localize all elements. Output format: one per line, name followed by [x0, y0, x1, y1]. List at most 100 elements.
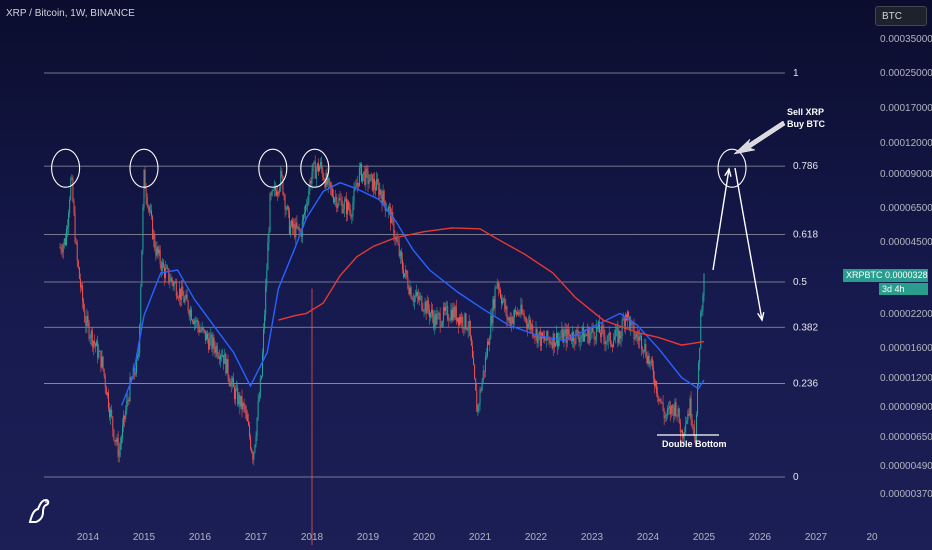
candle-body: [492, 299, 494, 324]
candle-body: [658, 396, 660, 401]
candle-body: [544, 336, 546, 341]
candle-body: [440, 325, 442, 327]
fib-retracement: 1 0.786 0.618 0.5 0.382 0.236 0: [44, 68, 818, 483]
candle-body: [71, 177, 73, 179]
candle-body: [566, 329, 568, 344]
candle-body: [193, 321, 195, 325]
candle-body: [645, 344, 647, 357]
candle-body: [384, 200, 386, 211]
y-axis: 0.00035000 0.00025000 0.00017000 0.00012000…: [880, 34, 932, 500]
candle-body: [460, 317, 462, 323]
candle-body: [282, 176, 284, 195]
candle-body: [519, 313, 521, 315]
candle-body: [191, 320, 193, 322]
candle-body: [604, 336, 606, 344]
candle-body: [129, 377, 131, 401]
candle-body: [650, 359, 652, 362]
candle-body: [468, 320, 470, 329]
candle-body: [603, 328, 605, 337]
candle-body: [81, 285, 83, 288]
candle-body: [111, 409, 113, 417]
candle-body: [123, 415, 125, 426]
candle-body: [245, 412, 247, 415]
candle-body: [275, 190, 277, 196]
candle-body: [367, 170, 369, 184]
candle-body: [516, 311, 518, 315]
candle-body: [280, 170, 282, 188]
candle-body: [436, 314, 438, 325]
y-tick-label: 0.00009000: [880, 169, 932, 180]
candle-body: [353, 189, 355, 203]
candle-body: [493, 299, 495, 309]
candle-body: [599, 321, 601, 333]
candle-body: [552, 333, 554, 349]
candle-body: [678, 408, 680, 423]
candle-body: [289, 225, 291, 234]
candle-body: [421, 296, 423, 310]
candle-body: [148, 206, 150, 211]
candle-body: [511, 317, 513, 324]
candle-body: [605, 341, 607, 344]
candle-body: [135, 358, 137, 374]
candle-body: [601, 325, 603, 337]
candle-body: [99, 350, 101, 352]
candle-body: [378, 183, 380, 196]
y-tick-label: 0.00012000: [880, 138, 932, 149]
x-axis: 2014 2015 2016 2017 2018 2019 2020 2021 2022 2023…: [77, 532, 878, 543]
candle-body: [195, 320, 197, 322]
candle-body: [370, 174, 372, 176]
candle-body: [120, 438, 122, 445]
candle-body: [673, 408, 675, 417]
candle-body: [204, 330, 206, 341]
candle-body: [579, 337, 581, 343]
candle-body: [227, 359, 229, 377]
candle-body: [237, 387, 239, 405]
candle-body: [255, 435, 257, 445]
candle-body: [676, 414, 678, 416]
candle-body: [77, 260, 79, 268]
candle-body: [422, 309, 424, 311]
candle-body: [166, 267, 168, 269]
candle-body: [283, 194, 285, 196]
candle-body: [174, 282, 176, 284]
candle-body: [407, 277, 409, 288]
currency-button[interactable]: BTC: [875, 6, 927, 26]
candle-body: [201, 327, 203, 332]
candle-body: [143, 169, 145, 208]
candle-body: [701, 310, 703, 312]
candle-body: [338, 198, 340, 205]
candle-body: [137, 355, 139, 359]
candle-body: [498, 288, 500, 290]
candle-body: [574, 341, 576, 344]
candle-body: [128, 399, 130, 401]
candle-body: [677, 408, 679, 416]
candle-body: [257, 401, 259, 418]
candle-body: [573, 332, 575, 342]
candle-body: [273, 186, 275, 190]
candle-body: [410, 287, 412, 299]
candle-body: [244, 406, 246, 413]
candle-body: [291, 220, 293, 226]
candle-body: [529, 320, 531, 324]
candle-body: [361, 164, 363, 182]
candle-body: [614, 337, 616, 341]
candle-body: [352, 202, 354, 217]
y-tick-label: 0.00006500: [880, 203, 932, 214]
highlight-circle-0: [51, 148, 81, 188]
candle-body: [110, 409, 112, 417]
candle-body: [76, 242, 78, 261]
candle-body: [661, 402, 663, 404]
candle-body: [681, 430, 683, 438]
y-tick-label: 0.00001600: [880, 343, 932, 354]
candle-body: [176, 296, 178, 298]
candle-body: [272, 189, 274, 191]
candle-body: [197, 320, 199, 327]
candle-body: [218, 356, 220, 360]
candle-body: [585, 334, 587, 336]
candle-body: [530, 320, 532, 330]
candle-body: [90, 330, 92, 338]
candle-body: [450, 309, 452, 320]
candle-body: [198, 326, 200, 333]
candle-body: [434, 314, 436, 328]
